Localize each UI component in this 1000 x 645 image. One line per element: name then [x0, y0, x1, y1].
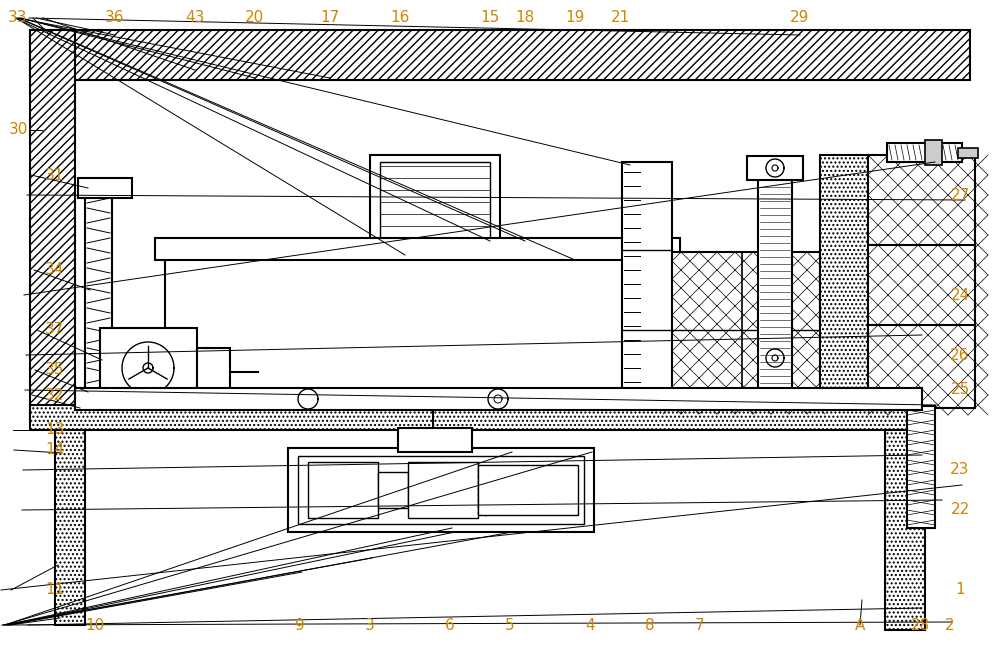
Text: 15: 15	[480, 10, 500, 26]
Text: 7: 7	[695, 617, 705, 633]
Bar	[885, 430, 925, 630]
Bar	[958, 148, 978, 158]
Bar	[75, 388, 922, 410]
Bar	[478, 465, 578, 515]
Text: 24: 24	[950, 288, 970, 303]
Bar	[30, 30, 75, 420]
Text: 22: 22	[950, 502, 970, 517]
Text: 13: 13	[45, 422, 65, 437]
Bar	[165, 255, 665, 395]
Bar	[887, 143, 962, 162]
Text: 34: 34	[45, 263, 65, 277]
Bar	[55, 430, 85, 625]
Text: 3: 3	[365, 617, 375, 633]
Text: 25: 25	[950, 382, 970, 397]
Bar	[380, 162, 490, 248]
Text: 26: 26	[950, 348, 970, 362]
Bar	[298, 456, 584, 524]
Text: 19: 19	[565, 10, 585, 26]
Bar	[868, 155, 975, 408]
Text: 6: 6	[445, 617, 455, 633]
Text: 32: 32	[45, 388, 65, 402]
Bar	[758, 162, 792, 408]
Text: 31: 31	[45, 168, 65, 183]
Bar	[663, 252, 820, 408]
Bar	[820, 155, 868, 408]
Text: 30: 30	[8, 123, 28, 137]
Text: 17: 17	[320, 10, 340, 26]
Bar	[30, 405, 920, 430]
Bar	[622, 162, 672, 400]
Text: 43: 43	[185, 10, 205, 26]
Text: 28: 28	[910, 617, 930, 633]
Bar	[78, 393, 132, 408]
Bar	[378, 472, 408, 508]
Bar	[408, 462, 478, 518]
Text: 14: 14	[45, 442, 65, 457]
Bar	[30, 30, 970, 80]
Text: 16: 16	[390, 10, 410, 26]
Text: 29: 29	[790, 10, 810, 26]
Text: 21: 21	[610, 10, 630, 26]
Text: 2: 2	[945, 617, 955, 633]
Text: 9: 9	[295, 617, 305, 633]
Text: 23: 23	[950, 462, 970, 477]
Text: A: A	[855, 617, 865, 633]
Bar	[747, 156, 803, 180]
Bar	[370, 155, 500, 248]
Bar	[78, 178, 132, 198]
Text: 11: 11	[45, 582, 65, 597]
Bar	[398, 428, 472, 452]
Bar	[197, 348, 230, 395]
Text: 33: 33	[8, 10, 28, 26]
Text: 20: 20	[245, 10, 265, 26]
Bar	[288, 448, 594, 532]
Text: 10: 10	[85, 617, 105, 633]
Bar	[100, 328, 197, 397]
Bar	[925, 140, 942, 165]
Text: 1: 1	[955, 582, 965, 597]
Text: 4: 4	[585, 617, 595, 633]
Bar	[308, 462, 378, 518]
Text: 36: 36	[105, 10, 125, 26]
Text: 8: 8	[645, 617, 655, 633]
Text: 5: 5	[505, 617, 515, 633]
Text: 35: 35	[45, 362, 65, 377]
Text: 37: 37	[45, 322, 65, 337]
Bar	[85, 183, 112, 400]
Bar	[907, 406, 935, 528]
Text: 27: 27	[950, 188, 970, 203]
Text: 18: 18	[515, 10, 535, 26]
Bar	[155, 238, 680, 260]
